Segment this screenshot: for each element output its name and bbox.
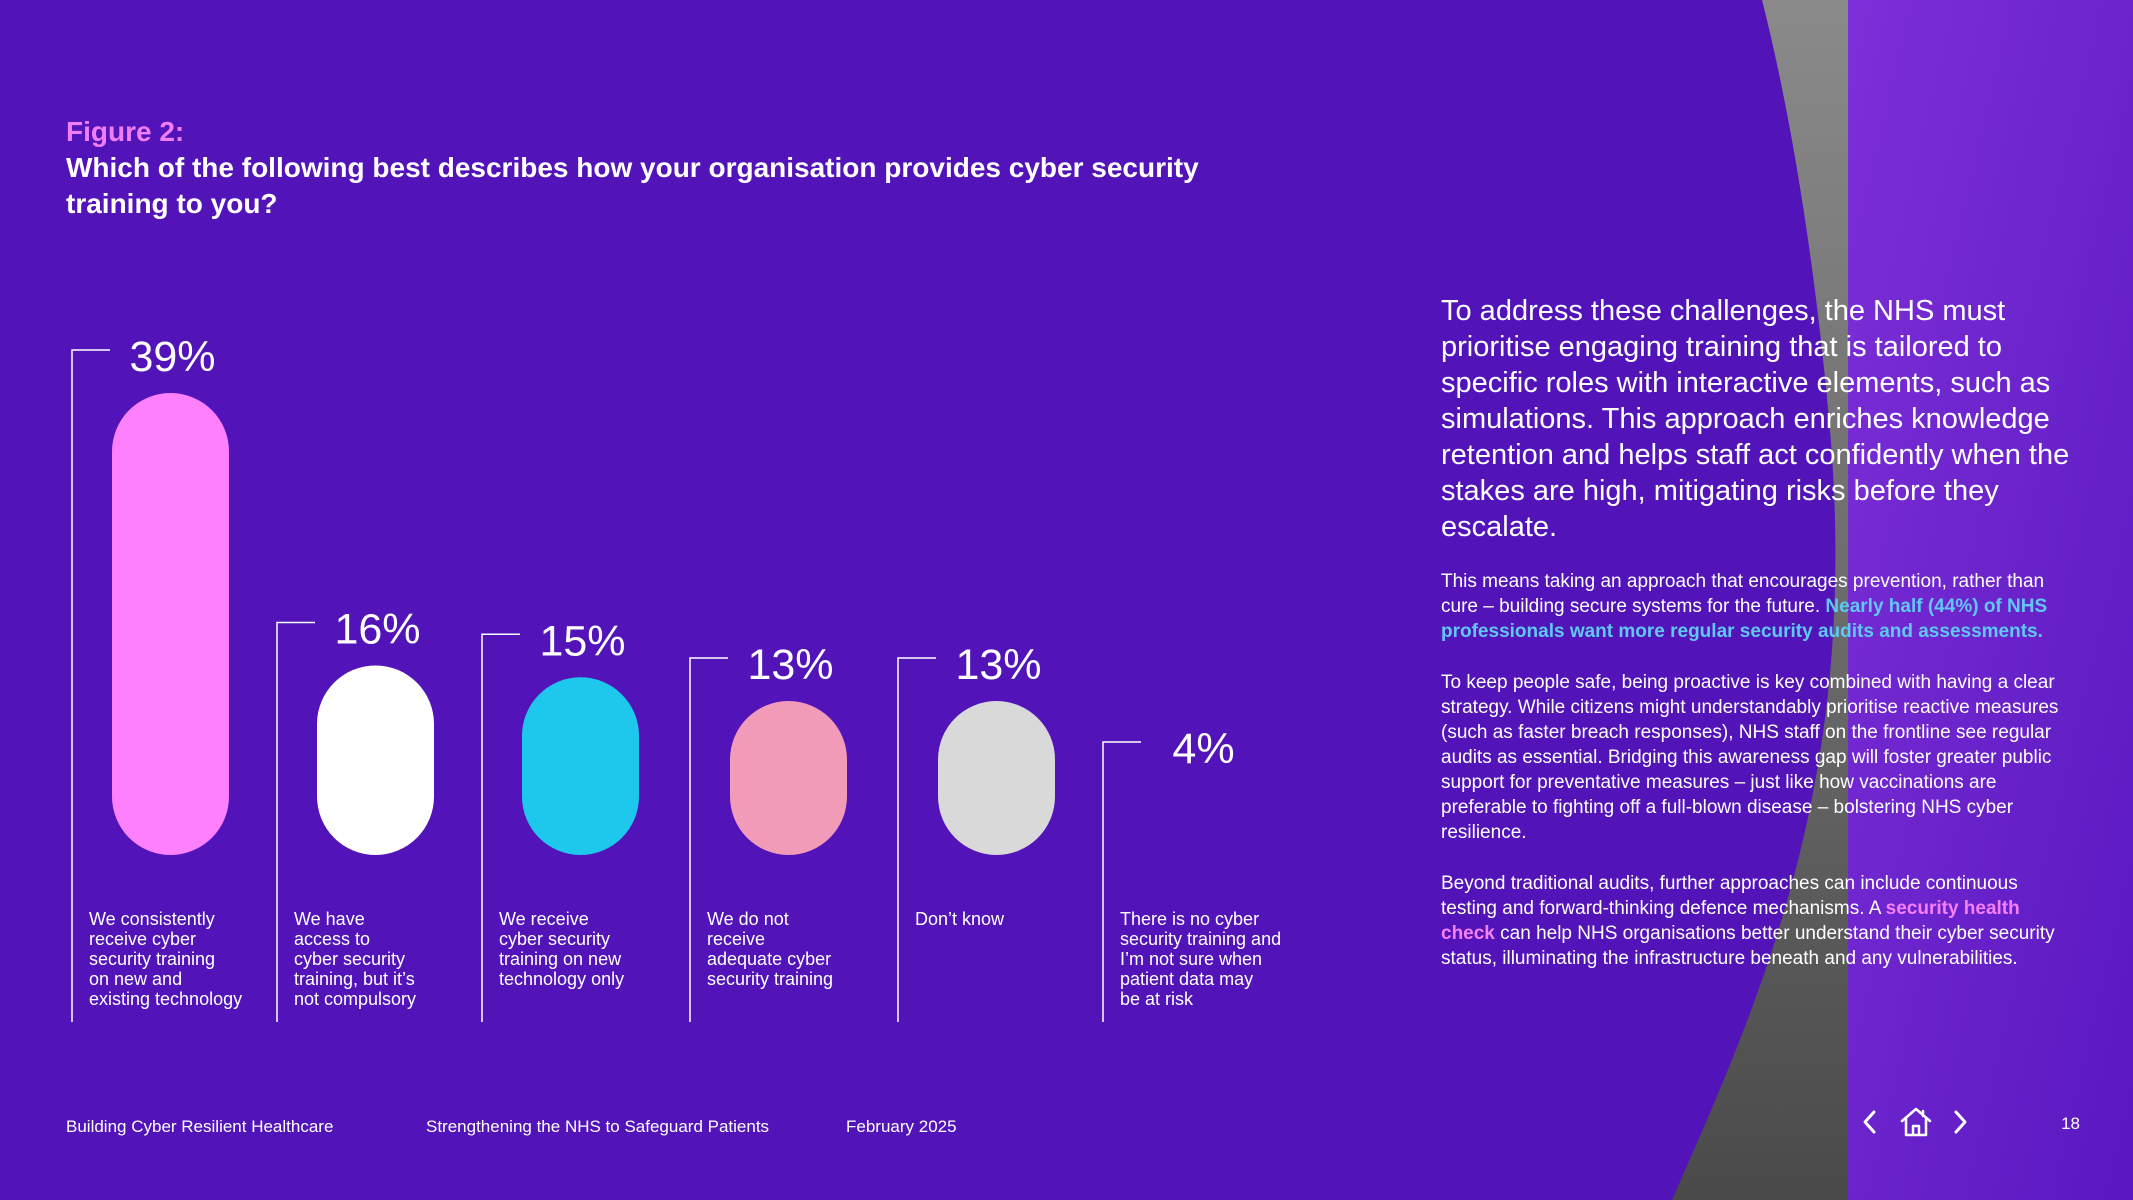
category-label-3: We receive cyber security training on new t…	[499, 909, 624, 989]
footer-date: February 2025	[846, 1117, 957, 1136]
home-button[interactable]	[1896, 1104, 1936, 1140]
category-label-line: We have	[294, 909, 365, 929]
bracket-line-2	[276, 621, 315, 1022]
grey-swoosh-shape	[1672, 0, 1848, 1200]
audit-statistic-highlight: Nearly half (44%) of NHS professionals w…	[1441, 596, 2048, 642]
category-label-line: cyber security	[294, 949, 405, 969]
category-label-line: training, but it’s	[294, 969, 415, 989]
category-label-line: We consistently	[89, 909, 215, 929]
bracket-line-5	[897, 657, 936, 1022]
bracket-line-4	[689, 657, 728, 1022]
category-label-line: adequate cyber	[707, 949, 831, 969]
chevron-right-icon	[1954, 1110, 1967, 1134]
footer-subtitle: Strengthening the NHS to Safeguard Patie…	[426, 1117, 770, 1136]
previous-page-button[interactable]	[1856, 1104, 1884, 1140]
bracket-line-6	[1102, 741, 1141, 1022]
security-health-check-link[interactable]: security health check	[1441, 898, 2020, 944]
audits-paragraph: Beyond traditional audits, further appro…	[1441, 871, 2071, 971]
category-label-line: receive cyber	[89, 929, 196, 949]
category-label-line: We do not	[707, 909, 789, 929]
category-label-line: not compulsory	[294, 989, 416, 1009]
footer-title: Building Cyber Resilient Healthcare	[66, 1117, 334, 1136]
category-label-line: existing technology	[89, 989, 242, 1009]
figure-question: Which of the following best describes ho…	[66, 152, 1199, 219]
figure-label: Figure 2:	[66, 116, 185, 147]
audits-text-start: Beyond traditional audits, further appro…	[1441, 873, 2018, 919]
bar-3	[522, 677, 639, 855]
chevron-left-icon	[1863, 1110, 1876, 1134]
bar-6	[1143, 738, 1260, 855]
category-label-6: There is no cyber security training and I’…	[1120, 909, 1281, 1009]
category-label-line: security training	[707, 969, 833, 989]
category-label-line: security training and	[1120, 929, 1281, 949]
bar-1	[112, 393, 229, 855]
right-text-column: To address these challenges, the NHS mus…	[1441, 293, 2071, 997]
category-label-4: We do not receive adequate cyber security t…	[707, 909, 833, 989]
prevention-text: This means taking an approach that encou…	[1441, 571, 2045, 617]
category-label-line: receive	[707, 929, 765, 949]
next-page-button[interactable]	[1946, 1104, 1974, 1140]
category-label-line: cyber security	[499, 929, 610, 949]
value-label-1: 39%	[129, 333, 215, 381]
bar-2	[317, 665, 434, 855]
value-label-5: 13%	[955, 641, 1041, 689]
bar-5	[938, 701, 1055, 855]
audits-text-end: can help NHS organisations better unders…	[1441, 923, 2055, 969]
category-label-5: Don’t know	[915, 909, 1005, 929]
category-label-line: There is no cyber	[1120, 909, 1259, 929]
category-label-line: training on new	[499, 949, 622, 969]
category-label-line: patient data may	[1120, 969, 1253, 989]
category-label-line: be at risk	[1120, 989, 1194, 1009]
category-label-line: security training	[89, 949, 215, 969]
value-label-4: 13%	[747, 641, 833, 689]
prevention-paragraph: This means taking an approach that encou…	[1441, 569, 2071, 644]
category-label-line: on new and	[89, 969, 182, 989]
corner-panel-shape	[1848, 0, 2133, 1200]
category-label-line: access to	[294, 929, 370, 949]
proactive-paragraph: To keep people safe, being proactive is …	[1441, 672, 2059, 843]
category-label-line: technology only	[499, 969, 624, 989]
category-label-2: We have access to cyber security training, …	[294, 909, 416, 1009]
category-label-line: I’m not sure when	[1120, 949, 1262, 969]
home-icon	[1900, 1107, 1932, 1137]
value-label-6: 4%	[1172, 725, 1234, 773]
bracket-line-3	[481, 633, 520, 1022]
bar-4	[730, 701, 847, 855]
category-label-line: Don’t know	[915, 909, 1005, 929]
value-label-3: 15%	[539, 617, 625, 665]
category-label-line: We receive	[499, 909, 589, 929]
category-label-1: We consistently receive cyber security tra…	[89, 909, 242, 1009]
page-number: 18	[2061, 1114, 2080, 1133]
bracket-line-1	[71, 349, 110, 1022]
lead-paragraph: To address these challenges, the NHS mus…	[1441, 295, 2070, 543]
value-label-2: 16%	[334, 605, 420, 653]
